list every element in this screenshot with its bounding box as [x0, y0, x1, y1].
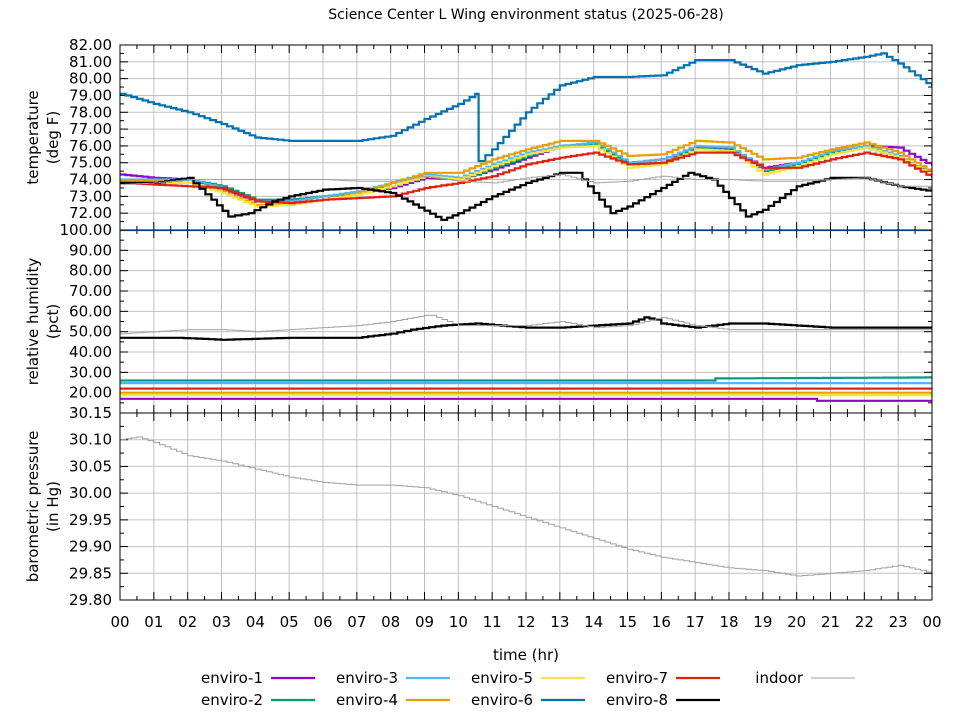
chart-title: Science Center L Wing environment status…: [328, 7, 724, 23]
series-indoor-temperature: [120, 174, 932, 187]
x-tick-label: 18: [719, 613, 738, 631]
x-tick-label: 02: [178, 613, 197, 631]
series-indoor-pressure: [120, 436, 932, 577]
legend-item-enviro-3: enviro-3: [336, 669, 450, 687]
y-tick-label: 74.00: [69, 171, 112, 189]
legend-label: enviro-6: [471, 691, 533, 709]
x-tick-label: 00: [922, 613, 941, 631]
legend-item-enviro-2: enviro-2: [201, 691, 315, 709]
series-enviro-7-temperature: [120, 151, 932, 205]
y-tick-label: 29.85: [69, 564, 112, 582]
x-tick-label: 08: [381, 613, 400, 631]
x-tick-label: 14: [584, 613, 603, 631]
y-tick-label: 80.00: [69, 70, 112, 88]
x-tick-label: 20: [787, 613, 806, 631]
x-tick-label: 09: [415, 613, 434, 631]
y-tick-label: 100.00: [60, 221, 113, 239]
series-enviro-8-temperature: [120, 171, 932, 221]
x-tick-label: 00: [110, 613, 129, 631]
y-tick-label: 30.05: [69, 457, 112, 475]
pressure-frame: [119, 412, 933, 601]
x-tick-label: 23: [889, 613, 908, 631]
y-tick-label: 30.00: [69, 484, 112, 502]
y-tick-label: 82.00: [69, 36, 112, 54]
legend-label: enviro-7: [606, 669, 668, 687]
y-tick-label: 40.00: [69, 343, 112, 361]
pressure-series: [120, 436, 932, 577]
humidity-series: [120, 230, 932, 402]
y-tick-label: 29.80: [69, 591, 112, 609]
legend-item-enviro-5: enviro-5: [471, 669, 585, 687]
y-tick-label: 70.00: [69, 282, 112, 300]
series-indoor-humidity: [120, 314, 932, 335]
temperature-series: [120, 52, 932, 221]
humidity-axis-title: relative humidity (pct): [24, 258, 62, 386]
y-tick-label: 76.00: [69, 137, 112, 155]
y-tick-label: 73.00: [69, 187, 112, 205]
legend-label: enviro-2: [201, 691, 263, 709]
x-tick-label: 05: [280, 613, 299, 631]
chart-panels: 72.0073.0074.0075.0076.0077.0078.0079.00…: [24, 36, 933, 609]
pressure-axis-title: barometric pressure (in Hg): [24, 431, 62, 583]
x-tick-label: 13: [550, 613, 569, 631]
y-tick-label: 50.00: [69, 323, 112, 341]
legend-item-enviro-4: enviro-4: [336, 691, 450, 709]
y-tick-label: 72.00: [69, 204, 112, 222]
x-tick-label: 10: [449, 613, 468, 631]
temperature-axis-title: temperature (deg F): [24, 90, 62, 184]
y-tick-label: 90.00: [69, 241, 112, 259]
temperature-panel: 72.0073.0074.0075.0076.0077.0078.0079.00…: [24, 36, 933, 231]
legend-label: enviro-4: [336, 691, 398, 709]
x-tick-label: 04: [246, 613, 265, 631]
x-tick-label: 15: [618, 613, 637, 631]
x-axis-title: time (hr): [493, 646, 559, 664]
y-tick-label: 30.10: [69, 431, 112, 449]
legend-item-enviro-8: enviro-8: [606, 691, 720, 709]
x-tick-label: 19: [753, 613, 772, 631]
y-tick-label: 60.00: [69, 302, 112, 320]
x-tick-label: 16: [652, 613, 671, 631]
legend-item-enviro-6: enviro-6: [471, 691, 585, 709]
x-tick-label: 11: [483, 613, 502, 631]
series-enviro-6-temperature: [120, 52, 932, 163]
legend-item-enviro-1: enviro-1: [201, 669, 315, 687]
x-axis: 00 01 02 03 04 05 06 07 08 09 10 11 12 13 14 15 16 17 18 19…: [110, 613, 941, 631]
y-tick-label: 77.00: [69, 120, 112, 138]
x-tick-label: 01: [144, 613, 163, 631]
series-enviro-2-humidity: [120, 376, 932, 382]
legend-label: enviro-8: [606, 691, 668, 709]
y-tick-label: 30.15: [69, 404, 112, 422]
legend-label: enviro-1: [201, 669, 263, 687]
x-tick-label: 07: [347, 613, 366, 631]
legend: enviro-1 enviro-2 enviro-3 enviro-4 enviro-5…: [201, 669, 855, 709]
x-tick-label: 17: [686, 613, 705, 631]
y-tick-label: 20.00: [69, 384, 112, 402]
x-tick-label: 22: [855, 613, 874, 631]
y-tick-label: 29.90: [69, 538, 112, 556]
y-tick-label: 81.00: [69, 53, 112, 71]
legend-label: enviro-3: [336, 669, 398, 687]
series-enviro-8-humidity: [120, 316, 932, 341]
y-tick-label: 79.00: [69, 86, 112, 104]
y-tick-label: 78.00: [69, 103, 112, 121]
legend-item-indoor: indoor: [755, 669, 855, 687]
legend-label: enviro-5: [471, 669, 533, 687]
series-enviro-1-humidity: [120, 397, 932, 402]
legend-item-enviro-7: enviro-7: [606, 669, 720, 687]
pressure-panel: 29.80 29.85 29.90 29.95 30.00 30.05 30.10 30.15…: [24, 404, 933, 609]
y-tick-label: 30.00: [69, 363, 112, 381]
x-tick-label: 06: [313, 613, 332, 631]
x-tick-label: 03: [212, 613, 231, 631]
x-tick-label: 12: [516, 613, 535, 631]
x-tick-label: 21: [821, 613, 840, 631]
y-tick-label: 29.95: [69, 511, 112, 529]
y-tick-label: 75.00: [69, 154, 112, 172]
series-enviro-5-temperature: [120, 144, 932, 208]
y-tick-label: 80.00: [69, 262, 112, 280]
humidity-panel: 20.00 30.00 40.00 50.00 60.00 70.00 80.00 90.00…: [24, 221, 933, 414]
legend-label: indoor: [755, 669, 804, 687]
